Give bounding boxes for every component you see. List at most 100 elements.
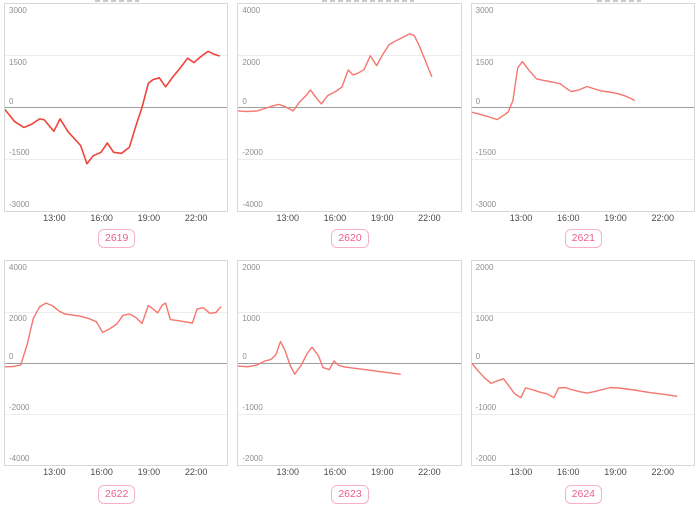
- y-tick-label: 1500: [9, 57, 27, 67]
- chart-id-badge-2621[interactable]: 2621: [564, 229, 602, 248]
- y-gridline: [471, 413, 694, 415]
- y-tick-label: -1500: [9, 148, 30, 158]
- x-tick-label: 19:00: [604, 467, 627, 477]
- x-tick-label: 19:00: [137, 467, 161, 477]
- x-tick-label: 19:00: [137, 213, 161, 223]
- y-gridline: [471, 311, 694, 313]
- chart-plot-2623: 2000 1000 0 -1000 -2000: [237, 260, 462, 466]
- chart-plot-2622: 4000 2000 0 -2000 -4000: [4, 260, 229, 466]
- y-gridline: [5, 55, 228, 57]
- y-tick-label: -4000: [9, 454, 30, 463]
- y-tick-label: 0: [242, 352, 247, 361]
- x-tick-label: 22:00: [418, 467, 441, 477]
- line-series: [471, 60, 635, 121]
- chart-panel-2621: 3000 1500 0 -1500 -3000 13:00 16:00 19:00 22:00…: [467, 0, 700, 248]
- y-tick-label: 0: [9, 352, 14, 361]
- chart-id-badge-2622[interactable]: 2622: [97, 485, 136, 504]
- x-tick-label: 16:00: [323, 467, 347, 477]
- x-axis-2621: 13:00 16:00 19:00 22:00: [471, 212, 695, 225]
- zero-line: [5, 107, 228, 108]
- x-tick-label: 19:00: [370, 467, 394, 477]
- x-tick-label: 13:00: [276, 467, 299, 477]
- x-tick-label: 22:00: [184, 467, 208, 477]
- zero-line: [238, 107, 461, 108]
- y-tick-label: -2000: [475, 454, 497, 463]
- y-tick-label: 3000: [475, 6, 494, 15]
- badge-row: 2619: [0, 229, 233, 248]
- clipped-chart-title: [321, 0, 414, 2]
- y-tick-label: 1000: [475, 314, 494, 323]
- x-axis-2620: 13:00 16:00 19:00 22:00: [237, 212, 461, 225]
- chart-plot-2624: 2000 1000 0 -1000 -2000: [470, 260, 695, 466]
- y-gridline: [238, 158, 461, 160]
- y-tick-label: 2000: [9, 314, 27, 323]
- x-axis-2622: 13:00 16:00 19:00 22:00: [4, 466, 228, 479]
- charts-row-top: 3000 1500 0 -1500 -3000 13:00 16:00 19:00 22:00…: [0, 0, 700, 248]
- y-tick-label: 2000: [242, 263, 261, 272]
- x-tick-label: 13:00: [43, 213, 66, 223]
- chart-id-badge-2623[interactable]: 2623: [331, 485, 369, 504]
- y-tick-label: 3000: [9, 6, 27, 15]
- badge-row: 2624: [467, 485, 700, 504]
- x-tick-label: 16:00: [90, 467, 113, 477]
- line-series: [471, 362, 678, 399]
- chart-plot-2621: 3000 1500 0 -1500 -3000: [470, 3, 695, 212]
- x-tick-label: 16:00: [323, 213, 347, 223]
- x-tick-label: 16:00: [556, 213, 580, 223]
- chart-panel-2619: 3000 1500 0 -1500 -3000 13:00 16:00 19:00 22:00…: [0, 0, 233, 248]
- chart-id-badge-2619[interactable]: 2619: [97, 229, 136, 248]
- x-tick-label: 19:00: [370, 213, 394, 223]
- x-tick-label: 13:00: [276, 213, 299, 223]
- chart-panel-2622: 4000 2000 0 -2000 -4000 13:00 16:00 19:00 22:00…: [0, 256, 233, 504]
- chart-id-badge-2620[interactable]: 2620: [331, 229, 369, 248]
- badge-row: 2622: [0, 485, 233, 504]
- chart-panel-2620: 4000 2000 0 -2000 -4000 13:00 16:00 19:00 22:00…: [233, 0, 466, 248]
- y-tick-label: 0: [475, 96, 481, 106]
- x-tick-label: 13:00: [509, 213, 533, 223]
- y-tick-label: -1000: [475, 403, 497, 412]
- x-tick-label: 19:00: [604, 213, 627, 223]
- y-gridline: [5, 311, 228, 313]
- y-tick-label: -1000: [242, 403, 263, 412]
- y-tick-label: -2000: [242, 148, 263, 158]
- x-axis-2623: 13:00 16:00 19:00 22:00: [237, 466, 461, 479]
- y-tick-label: -2000: [9, 403, 30, 412]
- y-gridline: [238, 55, 461, 57]
- x-tick-label: 22:00: [184, 213, 208, 223]
- badge-row: 2621: [467, 229, 700, 248]
- x-tick-label: 13:00: [43, 467, 66, 477]
- chart-id-badge-2624[interactable]: 2624: [564, 485, 602, 504]
- y-tick-label: 4000: [9, 263, 27, 272]
- chart-panel-2623: 2000 1000 0 -1000 -2000 13:00 16:00 19:00 22:00…: [233, 256, 466, 504]
- y-tick-label: 1000: [242, 314, 261, 323]
- line-series: [5, 302, 222, 368]
- x-tick-label: 16:00: [90, 213, 113, 223]
- charts-row-bottom: 4000 2000 0 -2000 -4000 13:00 16:00 19:00 22:00…: [0, 256, 700, 504]
- y-tick-label: -2000: [242, 454, 263, 463]
- zero-line: [471, 107, 694, 108]
- x-tick-label: 22:00: [651, 213, 675, 223]
- x-tick-label: 16:00: [556, 467, 580, 477]
- y-tick-label: 4000: [242, 6, 261, 15]
- y-gridline: [5, 413, 228, 415]
- y-tick-label: 1500: [475, 57, 494, 67]
- chart-plot-2619: 3000 1500 0 -1500 -3000: [4, 3, 229, 212]
- y-tick-label: 2000: [475, 263, 494, 272]
- y-tick-label: 0: [475, 352, 481, 361]
- badge-row: 2620: [233, 229, 466, 248]
- y-tick-label: 0: [9, 96, 14, 106]
- y-tick-label: -4000: [242, 200, 263, 209]
- clipped-chart-title: [94, 0, 139, 2]
- line-series: [238, 33, 433, 113]
- y-tick-label: -3000: [9, 200, 30, 209]
- line-series: [238, 340, 402, 375]
- line-series: [5, 50, 220, 165]
- y-gridline: [471, 158, 694, 160]
- y-tick-label: -3000: [475, 200, 497, 209]
- y-tick-label: -1500: [475, 148, 497, 158]
- y-tick-label: 0: [242, 96, 247, 106]
- y-gridline: [471, 55, 694, 57]
- clipped-chart-title: [597, 0, 642, 2]
- y-gridline: [5, 158, 228, 160]
- x-tick-label: 22:00: [418, 213, 441, 223]
